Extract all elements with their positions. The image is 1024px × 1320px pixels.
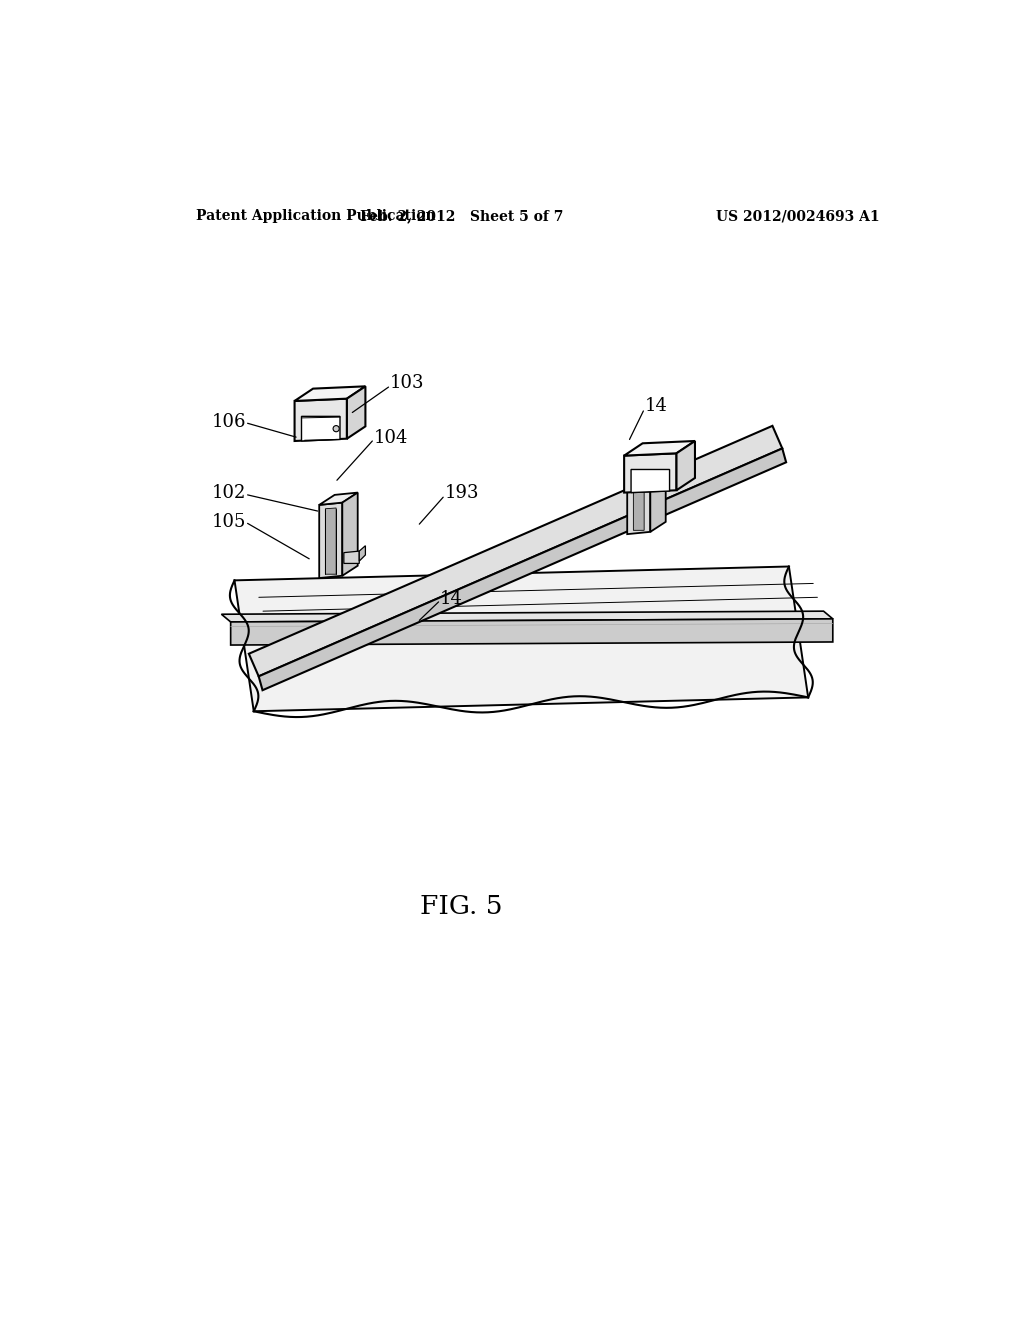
Polygon shape [259, 449, 786, 690]
Text: 105: 105 [212, 513, 246, 531]
Polygon shape [344, 552, 359, 564]
Polygon shape [319, 503, 342, 578]
Polygon shape [650, 453, 666, 532]
Polygon shape [249, 426, 782, 676]
Text: 104: 104 [374, 429, 409, 447]
Polygon shape [628, 462, 650, 535]
Polygon shape [221, 611, 833, 622]
Polygon shape [359, 545, 366, 561]
Text: 14: 14 [645, 397, 668, 416]
Polygon shape [625, 453, 677, 492]
Polygon shape [301, 416, 340, 441]
Polygon shape [342, 492, 357, 576]
Circle shape [333, 425, 339, 432]
Text: 102: 102 [212, 484, 246, 503]
Text: US 2012/0024693 A1: US 2012/0024693 A1 [716, 209, 880, 223]
Polygon shape [230, 619, 833, 645]
Polygon shape [234, 566, 808, 711]
Text: Feb. 2, 2012   Sheet 5 of 7: Feb. 2, 2012 Sheet 5 of 7 [360, 209, 563, 223]
Polygon shape [295, 399, 347, 441]
Text: 106: 106 [212, 413, 246, 430]
Polygon shape [347, 387, 366, 438]
Polygon shape [625, 441, 695, 455]
Text: 193: 193 [444, 484, 479, 503]
Polygon shape [295, 387, 366, 401]
Polygon shape [628, 453, 666, 465]
Polygon shape [677, 441, 695, 490]
Text: 103: 103 [390, 375, 425, 392]
Text: Patent Application Publication: Patent Application Publication [196, 209, 435, 223]
Polygon shape [634, 469, 644, 531]
Text: FIG. 5: FIG. 5 [421, 895, 503, 919]
Text: 14: 14 [440, 590, 463, 607]
Polygon shape [631, 470, 670, 492]
Polygon shape [326, 508, 336, 574]
Polygon shape [319, 492, 357, 506]
